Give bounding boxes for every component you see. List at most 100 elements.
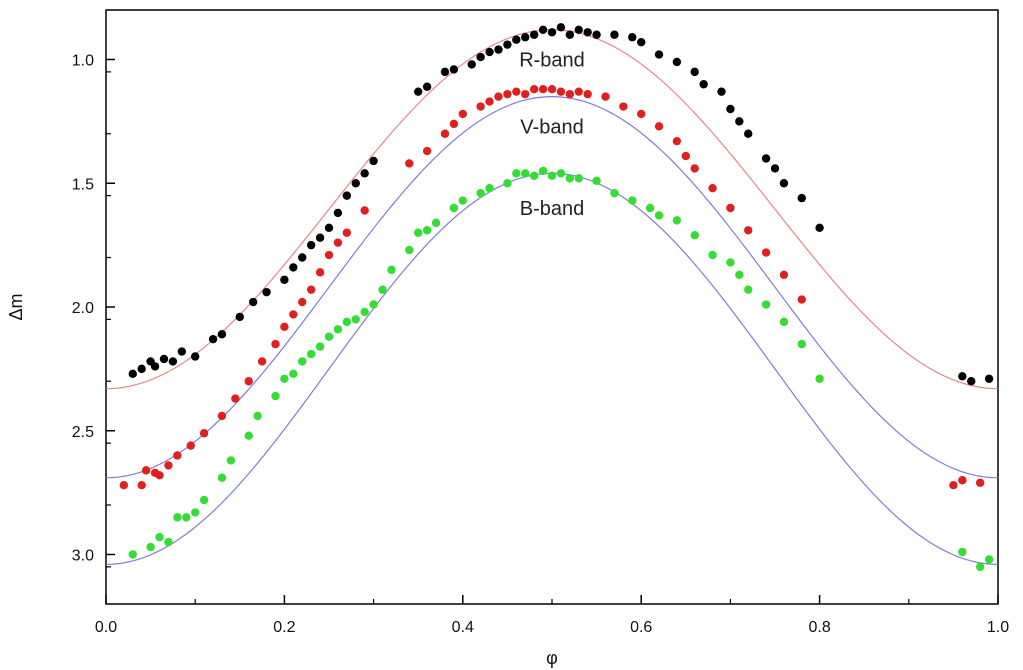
axis-ticks: 0.0 0.2 0.4 0.6 0.8 1.0 1.0 1.5 2.0 2.5 3.0	[72, 53, 1009, 637]
point-v-band	[958, 476, 967, 485]
point-r-band	[128, 369, 137, 379]
y-tick-label: 1.0	[72, 53, 94, 70]
y-axis-title: Δm	[6, 293, 26, 320]
data-points	[119, 23, 994, 572]
point-r-band	[565, 30, 575, 39]
point-b-band	[199, 495, 209, 505]
x-tick-label: 0.4	[452, 619, 474, 636]
point-v-band	[257, 357, 267, 366]
point-b-band	[726, 258, 735, 267]
point-b-band	[529, 171, 539, 181]
point-v-band	[315, 268, 325, 277]
point-r-band	[369, 156, 378, 166]
point-r-band	[208, 334, 218, 344]
point-r-band	[191, 352, 200, 361]
point-v-band	[271, 339, 280, 349]
point-r-band	[467, 60, 476, 69]
point-b-band	[306, 349, 316, 359]
point-b-band	[422, 226, 432, 235]
point-v-band	[779, 270, 789, 280]
point-r-band	[360, 169, 369, 178]
point-v-band	[797, 295, 806, 304]
point-r-band	[717, 87, 726, 96]
point-r-band	[289, 263, 298, 272]
point-r-band	[610, 30, 619, 39]
point-r-band	[556, 23, 566, 32]
point-b-band	[164, 537, 173, 547]
point-v-band	[529, 85, 539, 94]
point-r-band	[538, 25, 548, 34]
point-v-band	[141, 466, 151, 475]
point-r-band	[298, 253, 307, 262]
point-r-band	[967, 377, 976, 386]
point-r-band	[150, 362, 160, 371]
point-r-band	[699, 80, 708, 89]
point-v-band	[333, 238, 343, 247]
point-b-band	[556, 169, 566, 178]
point-v-band	[690, 164, 699, 173]
point-v-band	[155, 471, 164, 480]
point-b-band	[405, 245, 414, 255]
point-v-band	[949, 481, 958, 490]
point-b-band	[521, 169, 530, 178]
point-r-band	[217, 330, 227, 339]
point-v-band	[231, 394, 240, 403]
point-v-band	[217, 411, 227, 421]
point-r-band	[984, 374, 994, 383]
point-r-band	[779, 179, 789, 188]
point-r-band	[280, 275, 289, 284]
point-r-band	[476, 52, 485, 62]
point-r-band	[958, 372, 967, 381]
point-v-band	[726, 203, 735, 213]
point-r-band	[342, 191, 352, 200]
point-r-band	[815, 223, 824, 232]
point-r-band	[770, 164, 780, 173]
point-r-band	[177, 347, 187, 356]
point-v-band	[173, 451, 182, 460]
point-b-band	[155, 532, 164, 542]
band-label: B-band	[520, 198, 585, 220]
point-b-band	[538, 166, 548, 176]
band-label: R-band	[519, 50, 585, 72]
point-b-band	[324, 332, 334, 341]
point-r-band	[159, 354, 169, 364]
point-v-band	[405, 159, 414, 168]
plot-frame	[105, 9, 999, 605]
point-v-band	[440, 129, 450, 138]
point-r-band	[351, 179, 360, 188]
point-v-band	[556, 87, 566, 96]
point-v-band	[708, 184, 717, 193]
band-labels: R-band V-band B-band	[519, 50, 585, 221]
point-b-band	[414, 228, 423, 237]
point-b-band	[315, 342, 325, 351]
point-b-band	[476, 188, 485, 198]
point-v-band	[289, 310, 298, 319]
point-r-band	[494, 45, 503, 54]
point-b-band	[449, 203, 459, 213]
point-v-band	[601, 92, 610, 101]
point-b-band	[226, 456, 236, 465]
point-b-band	[958, 547, 967, 557]
point-b-band	[128, 550, 137, 559]
point-b-band	[217, 473, 227, 482]
point-r-band	[690, 67, 699, 77]
point-b-band	[815, 374, 824, 383]
point-r-band	[583, 28, 592, 37]
point-v-band	[119, 481, 129, 490]
point-r-band	[574, 25, 583, 34]
point-v-band	[574, 87, 583, 96]
x-tick-label: 0.2	[273, 619, 295, 636]
point-b-band	[672, 216, 682, 225]
point-r-band	[137, 364, 146, 374]
point-b-band	[610, 188, 619, 198]
point-b-band	[761, 300, 771, 309]
point-v-band	[512, 87, 521, 96]
point-b-band	[342, 317, 352, 327]
point-r-band	[654, 50, 664, 59]
point-v-band	[306, 285, 316, 294]
point-v-band	[360, 206, 369, 215]
fit-curve-b-band	[105, 172, 999, 565]
point-v-band	[521, 89, 530, 99]
point-r-band	[503, 40, 512, 49]
point-r-band	[324, 223, 334, 232]
